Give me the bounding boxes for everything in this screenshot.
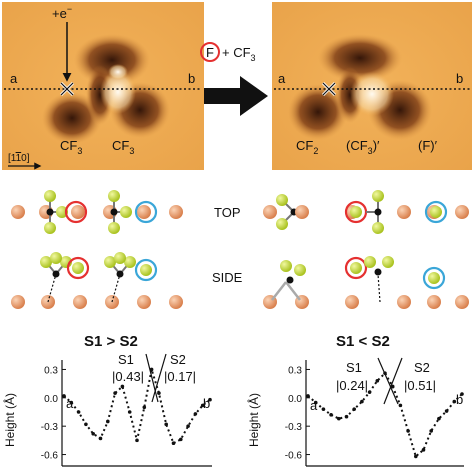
- chart-right-ytick-label: 0.0: [288, 394, 302, 405]
- chart-right-data-point: [367, 390, 372, 394]
- chart-left-data-point: [113, 391, 117, 395]
- direction-indicator: [110]: [8, 153, 42, 170]
- chart-left-data-point: [208, 397, 212, 402]
- chart-right-data-point: [437, 416, 441, 421]
- chart-right-data-point: [421, 448, 426, 452]
- chart-left-data-point: [106, 419, 110, 424]
- left-point-a: a: [10, 71, 18, 86]
- reaction-cf3: + CF3: [222, 45, 256, 63]
- chart-right-data-point: [344, 414, 349, 419]
- chart-right-data-point: [406, 429, 410, 433]
- chart-left-data-point: [179, 437, 183, 442]
- chart-right-s1-value: |0.24|: [336, 378, 368, 393]
- chart-left-end: b: [203, 396, 210, 411]
- electron-label: +e−: [52, 4, 72, 21]
- chart-left-data-point: [84, 422, 88, 427]
- chart-right-data-point: [329, 413, 333, 417]
- side-label: SIDE: [212, 270, 243, 285]
- chart-left-title: S1 > S2: [84, 333, 138, 350]
- top-model-cf3-c: [366, 190, 384, 234]
- top-model-cf3-b: [103, 190, 132, 234]
- chart-right-data-point: [444, 409, 449, 413]
- chart-left-data-point: [76, 410, 81, 414]
- chart-left-s2-value: |0.17|: [164, 369, 196, 384]
- chart-right-ytick-label: 0.3: [288, 365, 302, 376]
- chart-right-ytick-label: -0.3: [285, 422, 303, 433]
- chart-right-data-point: [313, 400, 318, 405]
- left-point-b: b: [188, 71, 195, 86]
- chart-right-ytick-label: -0.6: [285, 451, 303, 462]
- chart-left-start: a: [66, 396, 74, 411]
- chart-left-data-point: [171, 441, 176, 446]
- top-model-cf3-a: [39, 190, 68, 234]
- tip-position-cross-right: [321, 81, 337, 97]
- chart-left-data-point: [98, 436, 103, 441]
- chart-right-start: a: [310, 398, 318, 413]
- chart-left-data-point: [91, 431, 95, 436]
- chart-right-end: b: [456, 392, 463, 407]
- chart-right-data-point: [375, 379, 380, 383]
- reaction-arrow: F + CF3: [200, 42, 268, 116]
- chart-left-data-point: [157, 391, 161, 395]
- side-view-models: SIDE: [11, 252, 469, 309]
- right-product-3: (F)′: [418, 138, 438, 153]
- chart-left-data-point: [142, 405, 147, 410]
- chart-right: S1 < S2 Height (Å) 0.3 0.0 -0.3 -0.6 S1 |0.…: [246, 333, 464, 467]
- chart-left-s1-label: S1: [118, 352, 134, 367]
- chart-right-data-point: [321, 407, 326, 411]
- chart-left-s2-label: S2: [170, 352, 186, 367]
- top-view-models: TOP: [11, 190, 469, 234]
- chart-right-data-point: [429, 429, 434, 433]
- chart-right-data-point: [452, 399, 457, 404]
- stm-image-right: a b CF2 (CF3)′ (F)′: [272, 2, 472, 170]
- stm-image-left: +e− a b CF3 CF3 [110]: [2, 2, 204, 170]
- chart-left-data-point: [135, 438, 139, 443]
- chart-right-title: S1 < S2: [336, 333, 390, 350]
- chart-left-data-point: [69, 400, 74, 405]
- chart-left-ytick-label: 0.0: [44, 394, 58, 405]
- chart-left-data-point: [120, 384, 125, 389]
- chart-right-data-point: [306, 394, 310, 398]
- chart-left-ytick-label: -0.6: [41, 451, 59, 462]
- chart-right-data-point: [398, 403, 403, 408]
- chart-right-data-point: [414, 454, 418, 459]
- chart-right-ylabel: Height (Å): [246, 393, 261, 447]
- tip-position-cross: [59, 81, 75, 97]
- svg-text:[110]: [110]: [8, 153, 30, 164]
- chart-left-data-point: [193, 412, 198, 416]
- chart-left-ytick-label: -0.3: [41, 422, 59, 433]
- chart-left-s1-value: |0.43|: [112, 369, 144, 384]
- fluorine-circle-icon: [200, 42, 220, 62]
- chart-left-data-point: [186, 424, 190, 428]
- reaction-fluorine: F: [206, 45, 214, 60]
- chart-right-data-point: [460, 392, 464, 396]
- chart-left-data-point: [62, 394, 66, 398]
- chart-right-s2-value: |0.51|: [404, 378, 436, 393]
- chart-right-data-point: [352, 407, 357, 411]
- right-point-a: a: [278, 71, 286, 86]
- chart-left-data-point: [200, 403, 205, 408]
- right-product-1: CF2: [296, 138, 318, 156]
- chart-left-data-point: [164, 422, 168, 427]
- chart-right-s2-label: S2: [414, 360, 430, 375]
- right-product-2: (CF3)′: [346, 138, 380, 156]
- left-molecule-2: CF3: [112, 138, 134, 156]
- top-label: TOP: [214, 205, 241, 220]
- chart-left-data-point: [127, 410, 132, 414]
- right-point-b: b: [456, 71, 463, 86]
- chart-left: S1 > S2 Height (Å) 0.3 0.0 -0.3 -0.6 S1 |0.…: [2, 333, 212, 467]
- chart-right-data-point: [337, 416, 341, 421]
- chart-right-s1-label: S1: [346, 360, 362, 375]
- left-molecule-1: CF3: [60, 138, 82, 156]
- chart-left-ylabel: Height (Å): [2, 393, 17, 447]
- chart-right-data-point: [360, 399, 364, 404]
- chart-left-ytick-label: 0.3: [44, 365, 58, 376]
- top-model-cf2: [276, 194, 298, 230]
